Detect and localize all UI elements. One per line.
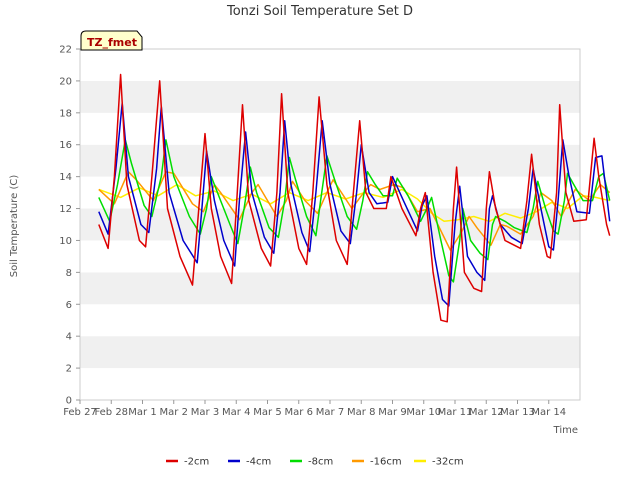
x-tick-label: Mar 5 (253, 407, 281, 418)
x-tick-label: Feb 27 (63, 407, 97, 418)
x-tick-label: Mar 1 (128, 407, 156, 418)
legend-label: -2cm (184, 457, 209, 468)
y-tick-label: 2 (66, 364, 72, 375)
series-line-32cmcm (98, 183, 610, 223)
plot-band (80, 304, 580, 337)
x-tick-label: Mar 7 (316, 407, 344, 418)
legend-label: -32cm (432, 457, 464, 468)
series-line-2cmcm (98, 73, 611, 323)
y-tick-label: 8 (66, 268, 72, 279)
y-tick-label: 20 (59, 76, 72, 87)
chart-title: Tonzi Soil Temperature Set D (226, 4, 413, 19)
y-tick-label: 22 (59, 45, 72, 56)
x-tick-label: Mar 10 (406, 407, 441, 418)
y-tick-label: 16 (59, 140, 72, 151)
plot-band (80, 272, 580, 305)
legend-label: -4cm (246, 457, 271, 468)
site-badge: TZ_fmet (80, 30, 143, 51)
x-tick-label: Feb 28 (94, 407, 128, 418)
plot-band (80, 49, 580, 81)
y-tick-label: 12 (59, 204, 72, 215)
x-tick-label: Mar 3 (191, 407, 219, 418)
x-tick-label: Mar 6 (285, 407, 313, 418)
y-tick-label: 10 (59, 236, 72, 247)
plot-band (80, 240, 580, 273)
y-tick-label: 4 (66, 332, 72, 343)
y-tick-label: 18 (59, 108, 72, 119)
legend-label: -16cm (370, 457, 402, 468)
y-axis-title: Soil Temperature (C) (9, 175, 20, 278)
y-tick-label: 14 (59, 172, 72, 183)
plot-background (79, 48, 581, 401)
plot-lines (98, 73, 611, 323)
plot-band (80, 368, 580, 400)
site-badge-label: TZ_fmet (87, 36, 137, 49)
y-tick-label: 0 (66, 396, 72, 407)
plot-band (80, 336, 580, 369)
plot-band (80, 80, 580, 113)
x-tick-label: Mar 12 (469, 407, 504, 418)
x-tick-label: Mar 9 (378, 407, 406, 418)
legend: -2cm -4cm -8cm -16cm -32cm (166, 457, 464, 468)
y-tick-label: 6 (66, 300, 72, 311)
x-tick-label: Mar 2 (160, 407, 188, 418)
series-line-16cmcm (98, 171, 611, 251)
legend-label: -8cm (308, 457, 333, 468)
x-tick-label: Mar 11 (438, 407, 473, 418)
plot-band (80, 144, 580, 177)
x-tick-label: Mar 13 (500, 407, 535, 418)
y-axis: 0 2 4 6 8 10 12 14 16 18 20 22 (59, 45, 80, 407)
x-tick-label: Mar 8 (347, 407, 375, 418)
x-axis-title: Time (553, 425, 578, 436)
x-tick-label: Mar 14 (531, 407, 566, 418)
x-tick-label: Mar 4 (222, 407, 250, 418)
series-line-4cmcm (98, 102, 611, 307)
